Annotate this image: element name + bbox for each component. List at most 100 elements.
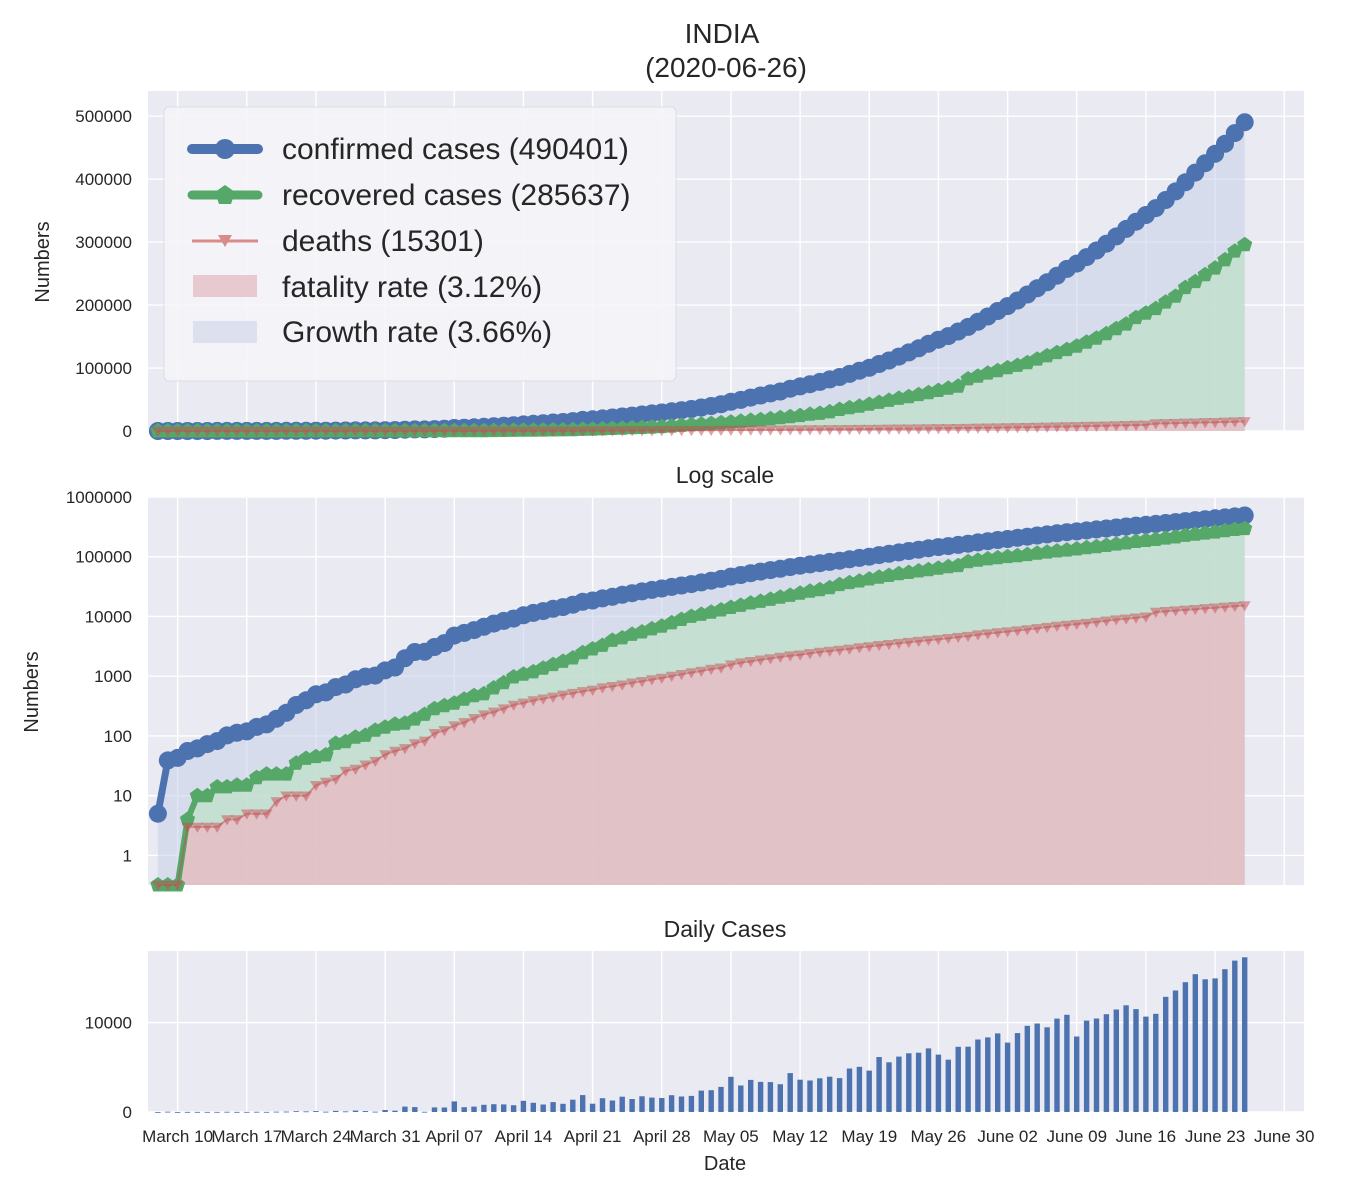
deaths-point bbox=[1021, 625, 1034, 636]
deaths-point bbox=[665, 426, 678, 437]
x-tick-label: May 12 bbox=[772, 1127, 828, 1146]
y-tick-label: 0 bbox=[123, 1103, 132, 1122]
deaths-point bbox=[280, 791, 293, 802]
linear-y-axis-label: Numbers bbox=[32, 221, 54, 302]
x-tick-label: June 23 bbox=[1185, 1127, 1246, 1146]
deaths-point bbox=[1130, 420, 1143, 432]
deaths-point bbox=[1100, 421, 1113, 432]
deaths-point bbox=[586, 685, 599, 696]
y-tick-label: 10000 bbox=[85, 607, 132, 626]
deaths-point bbox=[606, 681, 619, 693]
deaths-point bbox=[734, 425, 747, 436]
deaths-point bbox=[695, 426, 708, 437]
deaths-point bbox=[379, 426, 392, 437]
deaths-point bbox=[507, 700, 520, 711]
daily-bar bbox=[481, 1104, 487, 1112]
deaths-point bbox=[853, 424, 866, 436]
y-tick-label: 1000000 bbox=[66, 488, 132, 507]
deaths-point bbox=[260, 426, 273, 437]
daily-bar bbox=[1064, 1014, 1070, 1112]
daily-bar bbox=[995, 1033, 1001, 1112]
deaths-point bbox=[1120, 614, 1133, 625]
deaths-point bbox=[537, 426, 550, 437]
deaths-point bbox=[171, 880, 184, 891]
y-tick-label: 200000 bbox=[75, 296, 132, 315]
deaths-point bbox=[161, 880, 174, 891]
daily-bar bbox=[441, 1107, 448, 1112]
deaths-point bbox=[1070, 422, 1083, 433]
daily-bar bbox=[1222, 969, 1228, 1112]
deaths-point bbox=[1169, 606, 1182, 617]
daily-bar bbox=[589, 1103, 596, 1112]
deaths-point bbox=[616, 426, 629, 437]
daily-bar bbox=[965, 1046, 971, 1112]
daily-bar bbox=[1054, 1018, 1060, 1112]
deaths-point bbox=[230, 426, 243, 437]
deaths-point bbox=[863, 424, 876, 436]
daily-bar bbox=[362, 1111, 369, 1112]
daily-bar bbox=[273, 1111, 280, 1113]
deaths-point bbox=[1080, 618, 1093, 630]
deaths-point bbox=[645, 426, 658, 437]
legend: confirmed cases (490401) recovered cases… bbox=[163, 106, 677, 382]
deaths-point bbox=[1199, 418, 1212, 429]
deaths-point bbox=[892, 638, 905, 650]
daily-bar bbox=[599, 1098, 606, 1112]
deaths-point bbox=[695, 666, 708, 677]
daily-bar bbox=[501, 1104, 507, 1112]
daily-bar bbox=[698, 1090, 704, 1112]
deaths-point bbox=[823, 425, 836, 436]
daily-bar bbox=[382, 1110, 388, 1112]
deaths-point bbox=[398, 426, 411, 437]
daily-bar bbox=[412, 1107, 418, 1112]
deaths-point bbox=[705, 664, 718, 675]
deaths-point bbox=[270, 797, 283, 808]
deaths-point bbox=[477, 710, 490, 721]
deaths-point bbox=[201, 426, 214, 437]
daily-bar bbox=[342, 1111, 349, 1113]
deaths-point bbox=[764, 425, 777, 436]
daily-bar bbox=[333, 1110, 339, 1112]
daily-bar bbox=[925, 1048, 932, 1112]
deaths-point bbox=[566, 426, 579, 437]
legend-confirmed-label: confirmed cases (490401) bbox=[282, 133, 629, 166]
daily-bar bbox=[550, 1102, 556, 1112]
x-tick-label: March 24 bbox=[281, 1127, 352, 1146]
daily-bar bbox=[609, 1100, 616, 1112]
daily-bar bbox=[629, 1099, 635, 1112]
deaths-point bbox=[596, 426, 609, 437]
deaths-point bbox=[1218, 602, 1231, 613]
daily-bar bbox=[402, 1106, 408, 1112]
daily-bar bbox=[293, 1111, 299, 1112]
deaths-point bbox=[240, 426, 253, 437]
deaths-point bbox=[912, 424, 925, 435]
x-tick-label: March 17 bbox=[211, 1127, 282, 1146]
deaths-point bbox=[685, 668, 698, 679]
deaths-point bbox=[1228, 417, 1241, 428]
daily-bar bbox=[748, 1079, 754, 1112]
deaths-point bbox=[596, 683, 609, 694]
daily-bar bbox=[580, 1095, 586, 1112]
deaths-point bbox=[408, 739, 421, 750]
deaths-point bbox=[191, 426, 204, 437]
deaths-point bbox=[487, 426, 500, 437]
legend-deaths-label: deaths (15301) bbox=[282, 225, 484, 258]
deaths-point bbox=[556, 690, 569, 701]
x-tick-label: May 19 bbox=[841, 1127, 897, 1146]
x-tick-label: June 09 bbox=[1047, 1127, 1108, 1146]
deaths-point bbox=[250, 426, 263, 437]
daily-bar bbox=[866, 1070, 872, 1112]
deaths-point bbox=[359, 426, 372, 437]
deaths-point bbox=[774, 425, 787, 436]
deaths-point bbox=[290, 791, 303, 802]
deaths-point bbox=[221, 426, 234, 437]
deaths-point bbox=[487, 707, 500, 718]
daily-bar bbox=[777, 1084, 783, 1112]
deaths-point bbox=[1139, 612, 1152, 623]
deaths-point bbox=[952, 423, 965, 435]
daily-bar bbox=[1172, 990, 1179, 1112]
deaths-point bbox=[715, 425, 728, 437]
recovered-point bbox=[268, 766, 285, 781]
deaths-point bbox=[517, 426, 530, 437]
